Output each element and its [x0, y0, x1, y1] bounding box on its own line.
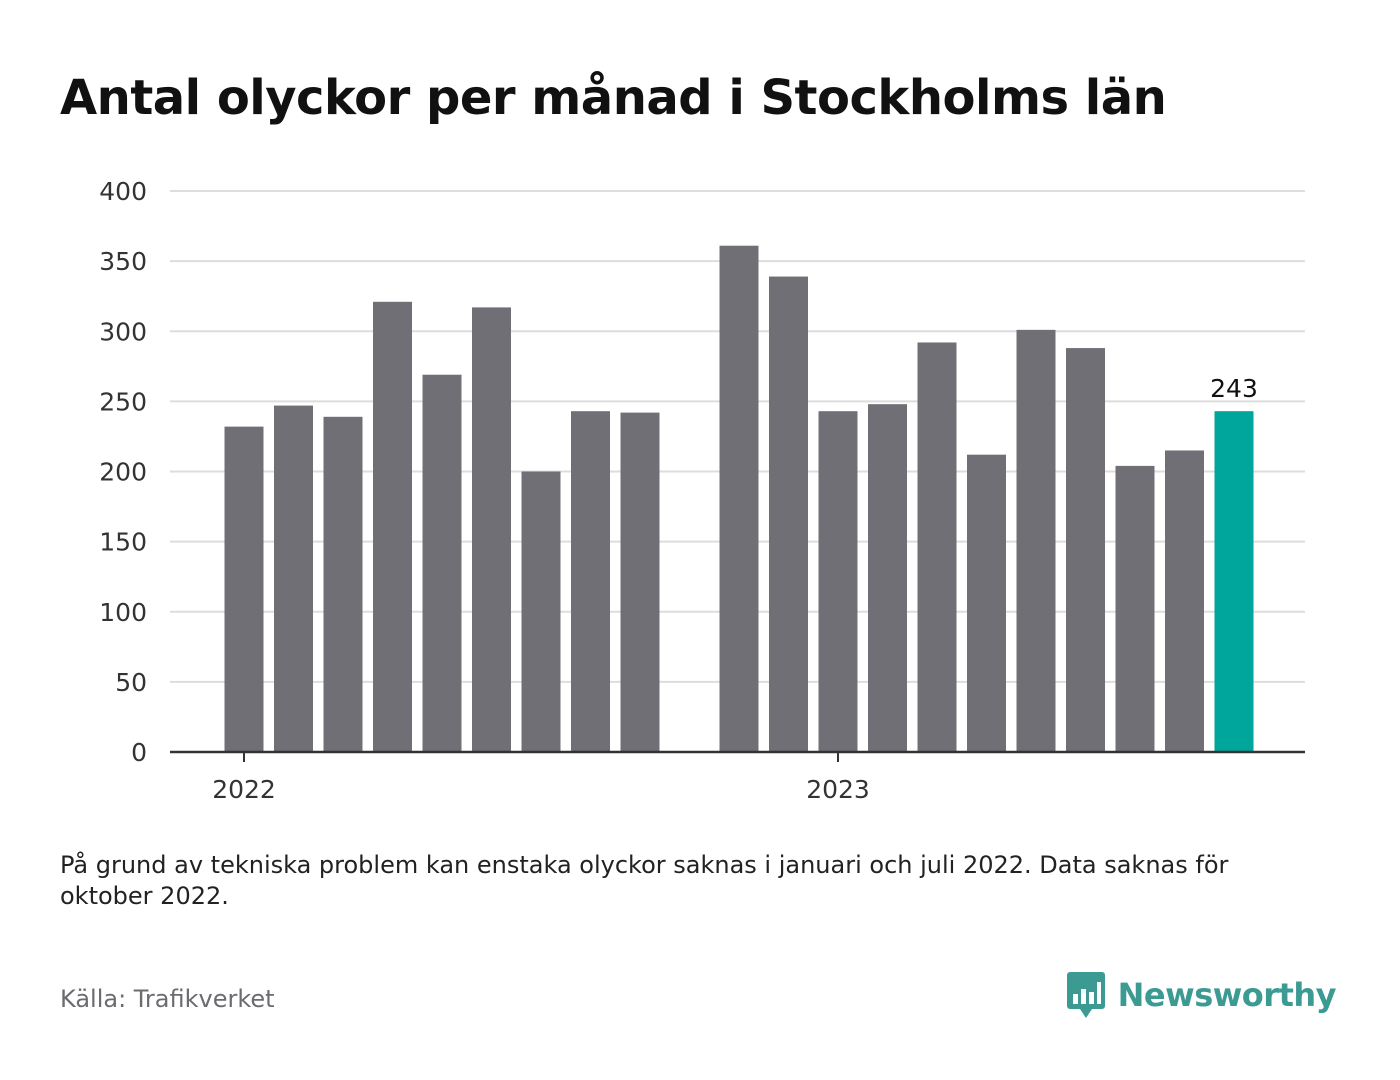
bar [373, 301, 412, 752]
footnote: På grund av tekniska problem kan enstaka… [60, 851, 1229, 910]
x-axis-ticks: 2022 2023 [212, 752, 870, 804]
x-tick-label: 2023 [806, 775, 870, 804]
bar [818, 411, 858, 752]
bar-highlight [1214, 411, 1254, 752]
bar [868, 404, 907, 752]
y-tick-label: 100 [99, 598, 147, 627]
source-credit: Källa: Trafikverket [60, 985, 275, 1013]
y-tick-label: 400 [99, 177, 147, 206]
bar [1066, 348, 1105, 752]
brand-name: Newsworthy [1117, 976, 1337, 1014]
bar [917, 342, 957, 752]
bar [571, 411, 610, 752]
y-tick-label: 50 [115, 668, 147, 697]
bar-chart: 0 50 100 150 200 250 300 350 400 2022 2023 243 [99, 177, 1305, 804]
bar [274, 405, 313, 752]
y-tick-label: 300 [99, 317, 147, 346]
y-tick-label: 200 [99, 458, 147, 487]
brand-logo[interactable]: Newsworthy [1066, 970, 1337, 1020]
y-tick-label: 250 [99, 387, 147, 416]
y-axis-tick-labels: 0 50 100 150 200 250 300 350 400 [99, 177, 147, 767]
bar [967, 454, 1006, 752]
bar [1165, 450, 1204, 752]
bar [620, 412, 660, 752]
y-tick-label: 150 [99, 528, 147, 557]
bar [224, 426, 264, 752]
data-labels: 243 [1210, 374, 1258, 403]
x-tick-label: 2022 [212, 775, 276, 804]
bar [1115, 465, 1155, 752]
bar [472, 307, 511, 752]
y-tick-label: 0 [131, 738, 147, 767]
newsworthy-logo-icon [1066, 972, 1105, 1018]
chart-title: Antal olyckor per månad i Stockholms län [60, 70, 1167, 126]
bars [224, 245, 1254, 752]
bar [769, 276, 808, 752]
highlight-value-label: 243 [1210, 374, 1258, 403]
bar [1016, 329, 1056, 752]
y-tick-label: 350 [99, 247, 147, 276]
bar [422, 374, 462, 752]
bar [323, 416, 363, 752]
bar [719, 245, 759, 752]
bar [521, 471, 561, 752]
